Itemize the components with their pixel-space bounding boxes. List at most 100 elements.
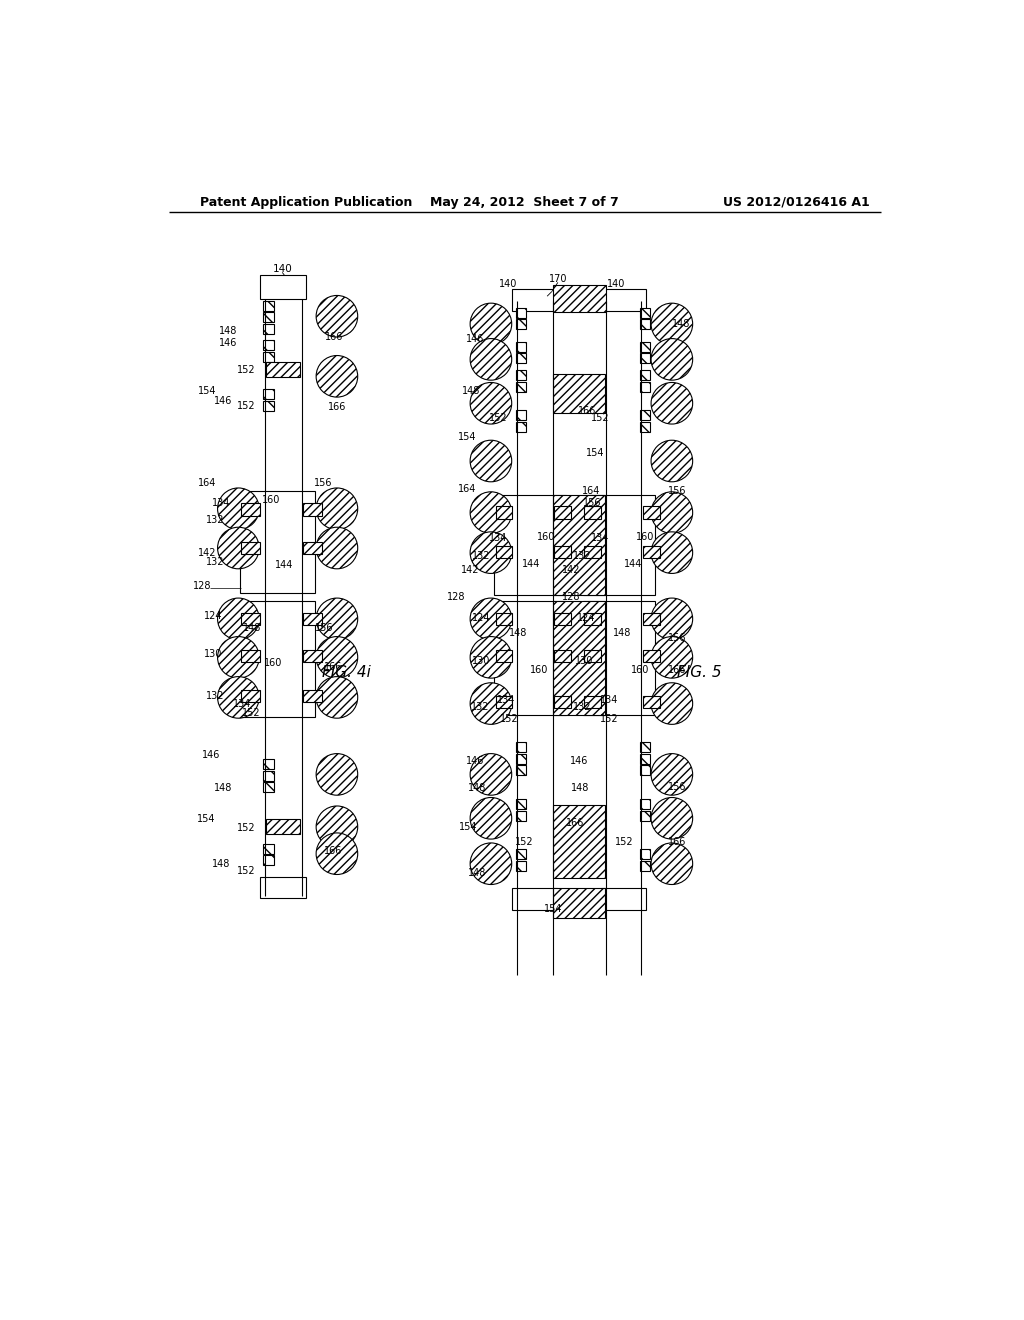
- Circle shape: [651, 598, 692, 640]
- Bar: [512, 888, 557, 909]
- Text: 156: 156: [315, 623, 334, 634]
- Bar: [263, 389, 273, 400]
- Bar: [303, 503, 322, 516]
- Bar: [640, 742, 650, 752]
- Bar: [640, 810, 650, 821]
- Circle shape: [470, 754, 512, 795]
- Bar: [515, 742, 526, 752]
- Text: 152: 152: [591, 413, 609, 422]
- Text: 124: 124: [578, 612, 596, 623]
- Bar: [643, 612, 659, 626]
- Text: 140: 140: [606, 279, 625, 289]
- Circle shape: [651, 532, 692, 573]
- Text: 166: 166: [578, 407, 596, 416]
- Text: 146: 146: [570, 756, 589, 767]
- Bar: [515, 370, 526, 380]
- Bar: [515, 319, 526, 330]
- Text: FIG. 4i: FIG. 4i: [322, 665, 371, 680]
- Circle shape: [470, 682, 512, 725]
- Text: 132: 132: [472, 552, 490, 561]
- Bar: [584, 507, 601, 519]
- Text: 134: 134: [233, 698, 252, 709]
- Circle shape: [651, 383, 692, 424]
- Bar: [643, 545, 659, 558]
- Circle shape: [651, 339, 692, 380]
- Bar: [640, 849, 650, 859]
- Text: 164: 164: [458, 484, 476, 495]
- Text: 142: 142: [562, 565, 581, 576]
- Bar: [242, 689, 260, 702]
- Text: US 2012/0126416 A1: US 2012/0126416 A1: [723, 195, 869, 209]
- Bar: [242, 503, 260, 516]
- Text: 154: 154: [459, 822, 477, 832]
- Circle shape: [470, 383, 512, 424]
- Text: 144: 144: [625, 560, 642, 569]
- Bar: [496, 696, 512, 708]
- Bar: [240, 601, 315, 717]
- Text: 156: 156: [668, 781, 686, 792]
- Bar: [515, 799, 526, 809]
- Bar: [496, 612, 512, 626]
- Bar: [494, 495, 566, 595]
- Bar: [515, 411, 526, 420]
- Circle shape: [470, 636, 512, 678]
- Text: 148: 148: [571, 783, 590, 793]
- Text: 140: 140: [499, 279, 517, 289]
- Bar: [553, 285, 605, 313]
- Bar: [263, 301, 273, 312]
- Text: 128: 128: [193, 581, 211, 591]
- Circle shape: [217, 636, 259, 678]
- Bar: [303, 543, 322, 554]
- Text: 148: 148: [462, 385, 480, 396]
- Bar: [584, 612, 601, 626]
- Bar: [583, 495, 655, 595]
- Text: 152: 152: [242, 708, 261, 718]
- Bar: [515, 422, 526, 432]
- Bar: [584, 696, 601, 708]
- Bar: [263, 313, 273, 322]
- Text: 154: 154: [197, 814, 215, 824]
- Circle shape: [470, 797, 512, 840]
- Bar: [640, 799, 650, 809]
- Text: 146: 146: [466, 334, 484, 345]
- Bar: [263, 351, 273, 362]
- Text: 132: 132: [206, 515, 224, 525]
- Bar: [584, 649, 601, 663]
- Bar: [263, 341, 273, 350]
- Text: 156: 156: [584, 498, 602, 508]
- Bar: [640, 342, 650, 351]
- Bar: [554, 545, 571, 558]
- Bar: [640, 308, 650, 318]
- Bar: [583, 601, 655, 715]
- Text: 124: 124: [204, 611, 222, 620]
- Bar: [303, 689, 322, 702]
- Circle shape: [217, 488, 259, 529]
- Text: 160: 160: [631, 665, 649, 676]
- Text: 146: 146: [202, 750, 220, 760]
- Bar: [640, 861, 650, 871]
- Circle shape: [651, 492, 692, 533]
- Bar: [263, 771, 273, 780]
- Circle shape: [651, 797, 692, 840]
- Bar: [263, 855, 273, 866]
- Bar: [554, 507, 571, 519]
- Circle shape: [651, 304, 692, 345]
- Text: 128: 128: [447, 593, 466, 602]
- Bar: [640, 319, 650, 330]
- Text: 132: 132: [573, 552, 592, 561]
- Circle shape: [217, 677, 259, 718]
- Bar: [515, 754, 526, 763]
- Bar: [494, 601, 566, 715]
- Circle shape: [316, 598, 357, 640]
- Text: 130: 130: [574, 656, 593, 667]
- Text: 140: 140: [272, 264, 292, 273]
- Bar: [584, 545, 601, 558]
- Text: 152: 152: [237, 366, 255, 375]
- Circle shape: [217, 598, 259, 640]
- Bar: [553, 805, 605, 878]
- Text: 144: 144: [275, 560, 294, 570]
- Text: 166: 166: [324, 661, 342, 672]
- Text: 148: 148: [468, 869, 486, 878]
- Circle shape: [316, 677, 357, 718]
- Text: 154: 154: [544, 904, 562, 915]
